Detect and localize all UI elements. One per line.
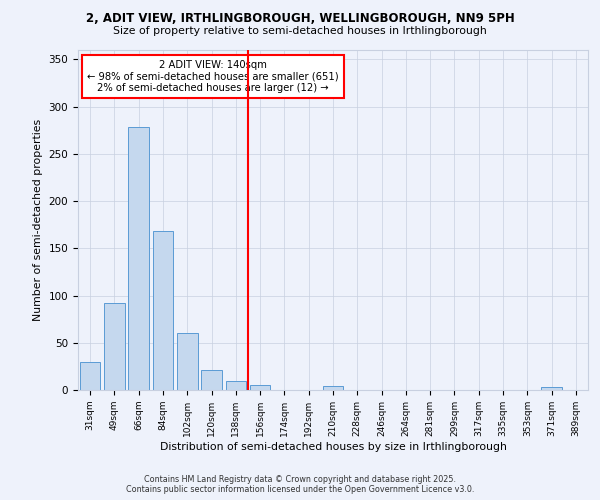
Bar — [250, 386, 271, 390]
Bar — [541, 387, 562, 390]
Bar — [80, 362, 100, 390]
Bar — [152, 232, 173, 390]
Bar — [226, 380, 246, 390]
Bar — [177, 334, 197, 390]
X-axis label: Distribution of semi-detached houses by size in Irthlingborough: Distribution of semi-detached houses by … — [160, 442, 506, 452]
Text: 2, ADIT VIEW, IRTHLINGBOROUGH, WELLINGBOROUGH, NN9 5PH: 2, ADIT VIEW, IRTHLINGBOROUGH, WELLINGBO… — [86, 12, 514, 26]
Bar — [104, 303, 125, 390]
Text: 2 ADIT VIEW: 140sqm
← 98% of semi-detached houses are smaller (651)
2% of semi-d: 2 ADIT VIEW: 140sqm ← 98% of semi-detach… — [88, 60, 339, 94]
Bar — [201, 370, 222, 390]
Text: Size of property relative to semi-detached houses in Irthlingborough: Size of property relative to semi-detach… — [113, 26, 487, 36]
Y-axis label: Number of semi-detached properties: Number of semi-detached properties — [33, 119, 43, 321]
Bar — [323, 386, 343, 390]
Text: Contains HM Land Registry data © Crown copyright and database right 2025.
Contai: Contains HM Land Registry data © Crown c… — [126, 474, 474, 494]
Bar — [128, 128, 149, 390]
